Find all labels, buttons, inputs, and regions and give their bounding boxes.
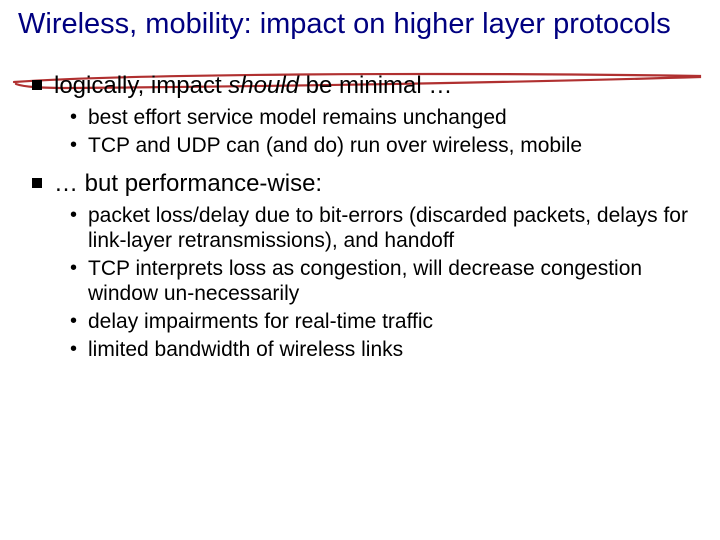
bullet-item: … but performance-wise: packet loss/dela…: [54, 169, 702, 363]
sub-bullet-item: best effort service model remains unchan…: [88, 105, 702, 131]
bullet-text-part: should: [228, 72, 299, 99]
slide-title: Wireless, mobility: impact on higher lay…: [18, 8, 702, 41]
slide: Wireless, mobility: impact on higher lay…: [0, 0, 720, 540]
sub-bullet-list: best effort service model remains unchan…: [54, 105, 702, 158]
sub-bullet-item: delay impairments for real-time traffic: [88, 309, 702, 335]
bullet-list: logically, impact should be minimal … be…: [18, 71, 702, 362]
bullet-text-part: logically, impact: [54, 72, 228, 99]
sub-bullet-item: packet loss/delay due to bit-errors (dis…: [88, 203, 702, 254]
bullet-item: logically, impact should be minimal … be…: [54, 71, 702, 158]
sub-bullet-item: TCP interprets loss as congestion, will …: [88, 256, 702, 307]
bullet-text-part: … but performance-wise:: [54, 170, 322, 197]
sub-bullet-list: packet loss/delay due to bit-errors (dis…: [54, 203, 702, 363]
bullet-text-part: be minimal …: [299, 72, 452, 99]
sub-bullet-item: TCP and UDP can (and do) run over wirele…: [88, 133, 702, 159]
sub-bullet-item: limited bandwidth of wireless links: [88, 337, 702, 363]
